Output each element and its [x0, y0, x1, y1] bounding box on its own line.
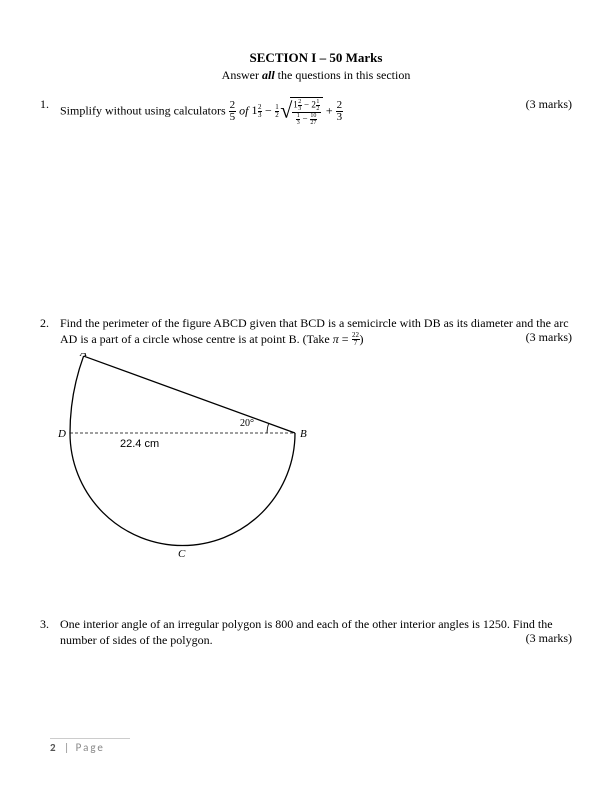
- q2-number: 2.: [40, 316, 49, 331]
- line-ab: [84, 356, 295, 433]
- q2-line1: Find the perimeter of the figure ABCD gi…: [60, 316, 569, 330]
- q1-formula: 25 of 123 − 12 123 − 212 13 −: [229, 97, 343, 126]
- label-b: B: [300, 428, 307, 440]
- section-title: SECTION I – 50 Marks: [60, 50, 572, 66]
- q3-text: One interior angle of an irregular polyg…: [60, 617, 572, 648]
- q3-marks: (3 marks): [526, 631, 572, 647]
- plus: +: [326, 103, 333, 117]
- question-3: 3. One interior angle of an irregular po…: [60, 617, 572, 648]
- q2-line2b: ): [360, 332, 364, 346]
- arc-ad: [70, 356, 84, 433]
- q2-line2a: AD is a part of a circle whose centre is…: [60, 332, 333, 346]
- q2-marks: (3 marks): [526, 330, 572, 346]
- label-c: C: [178, 548, 186, 560]
- frac-2-3: 23: [336, 100, 344, 123]
- q3-line1: One interior angle of an irregular polyg…: [60, 617, 553, 631]
- footer-label: Page: [76, 741, 105, 754]
- question-1: 1. Simplify without using calculators 25…: [60, 97, 572, 126]
- frac-1-2: 12: [275, 104, 280, 119]
- q2-text: Find the perimeter of the figure ABCD gi…: [60, 316, 572, 347]
- page-number: 2: [50, 741, 56, 754]
- q1-marks: (3 marks): [526, 97, 572, 112]
- arc-bcd: [70, 433, 295, 546]
- mixed-1-2-3: 123: [252, 103, 263, 117]
- pi-eq: =: [339, 332, 352, 346]
- page: SECTION I – 50 Marks Answer all the ques…: [0, 0, 612, 792]
- q3-line2: number of sides of the polygon.: [60, 633, 213, 647]
- frac-2-5: 25: [229, 100, 237, 123]
- of-text: of: [239, 103, 248, 117]
- length-label: 22.4 cm: [120, 438, 159, 450]
- subtitle-em: all: [262, 68, 275, 82]
- footer-sep: |: [60, 741, 76, 754]
- sqrt: 123 − 212 13 − 1027: [282, 97, 323, 126]
- page-footer: 2 | Page: [50, 738, 130, 754]
- label-d: D: [57, 428, 66, 440]
- angle-label: 20°: [240, 418, 254, 429]
- pi-frac: 227: [352, 332, 360, 347]
- q1-text: Simplify without using calculators: [60, 103, 229, 117]
- label-a: A: [79, 353, 87, 359]
- angle-arc: [267, 424, 269, 434]
- q1-number: 1.: [40, 97, 49, 112]
- subtitle-pre: Answer: [222, 68, 262, 82]
- minus-1: −: [265, 103, 272, 117]
- figure-abcd: A B C D 20° 22.4 cm: [50, 353, 330, 573]
- section-subtitle: Answer all the questions in this section: [60, 68, 572, 83]
- q3-number: 3.: [40, 617, 49, 632]
- question-2: 2. Find the perimeter of the figure ABCD…: [60, 316, 572, 577]
- subtitle-post: the questions in this section: [275, 68, 411, 82]
